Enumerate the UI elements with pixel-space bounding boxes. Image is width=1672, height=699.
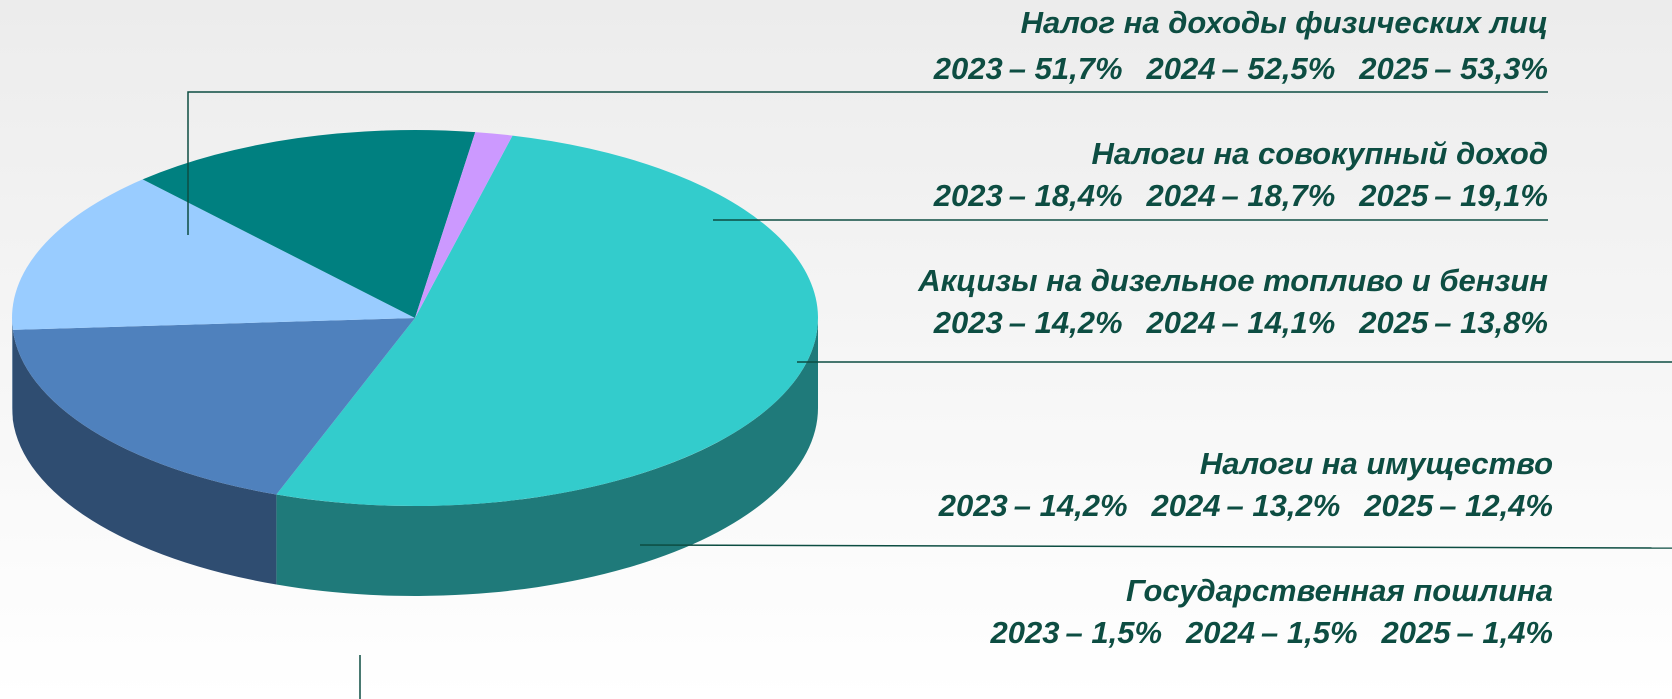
series-name: 2024 (1146, 305, 1216, 340)
value-line: 2023– 51,7% 2024– 52,5% 2025– 53,3% (933, 51, 1548, 86)
slice-side (12, 318, 13, 420)
category-label: Налог на доходы физических лиц (1021, 5, 1548, 40)
series-name: 2025 (1381, 615, 1452, 650)
leader-line (187, 91, 1548, 235)
value-label: – 13,2% (1227, 488, 1341, 523)
value-label: – 14,2% (1014, 488, 1128, 523)
value-label: – 12,4% (1439, 488, 1553, 523)
leader-line (639, 544, 1672, 549)
series-name: 2023 (933, 305, 1003, 340)
series-name: 2024 (1151, 488, 1221, 523)
value-label: – 1,5% (1261, 615, 1358, 650)
value-label: – 53,3% (1434, 51, 1548, 86)
value-label: – 1,5% (1066, 615, 1163, 650)
value-label: – 1,4% (1456, 615, 1553, 650)
category-label: Государственная пошлина (1126, 573, 1553, 608)
slice-side (12, 329, 277, 585)
slice-side (276, 318, 818, 596)
value-label: – 51,7% (1009, 51, 1123, 86)
category-label: Налоги на совокупный доход (1092, 136, 1548, 171)
series-name: 2023 (938, 488, 1008, 523)
slice (12, 318, 416, 495)
value-label: – 52,5% (1222, 51, 1336, 86)
value-label: – 13,8% (1434, 305, 1548, 340)
category-label: Налоги на имущество (1200, 446, 1553, 481)
value-label: – 14,2% (1009, 305, 1123, 340)
value-line: 2023– 14,2% 2024– 13,2% 2025– 12,4% (938, 488, 1553, 523)
series-name: 2025 (1358, 51, 1429, 86)
slice (142, 130, 476, 318)
value-line: 2023– 14,2% 2024– 14,1% 2025– 13,8% (933, 305, 1548, 340)
slice (11, 179, 415, 330)
series-name: 2023 (990, 615, 1060, 650)
series-name: 2023 (933, 178, 1003, 213)
value-label: – 14,1% (1222, 305, 1336, 340)
value-label: – 18,4% (1009, 178, 1123, 213)
series-name: 2024 (1146, 178, 1216, 213)
series-name: 2024 (1185, 615, 1255, 650)
value-line: 2023– 1,5% 2024– 1,5% 2025– 1,4% (990, 615, 1553, 650)
pie (11, 130, 818, 596)
series-name: 2025 (1358, 178, 1429, 213)
value-line: 2023– 18,4% 2024– 18,7% 2025– 19,1% (933, 178, 1548, 213)
value-label: – 19,1% (1434, 178, 1548, 213)
series-name: 2023 (933, 51, 1003, 86)
slice (415, 132, 513, 318)
series-name: 2024 (1146, 51, 1216, 86)
slice (276, 135, 818, 506)
value-label: – 18,7% (1222, 178, 1336, 213)
series-name: 2025 (1358, 305, 1429, 340)
category-label: Акцизы на дизельное топливо и бензин (917, 263, 1548, 298)
series-name: 2025 (1363, 488, 1434, 523)
